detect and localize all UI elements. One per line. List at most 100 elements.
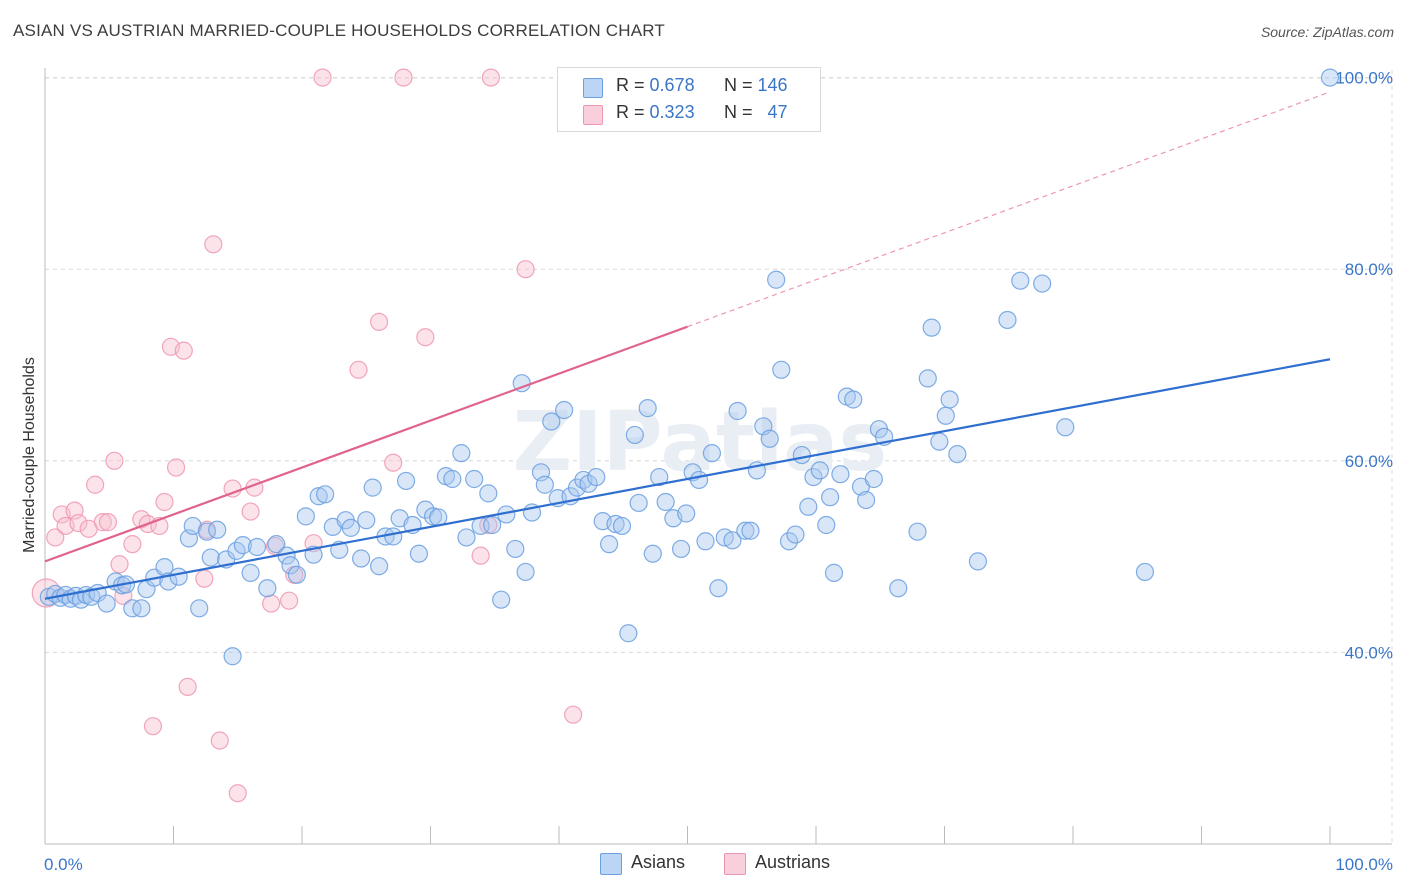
asian-point-111: [772, 360, 791, 379]
asian-point-25: [201, 548, 220, 567]
asian-point-140: [1033, 274, 1052, 293]
asian-point-47: [357, 511, 376, 530]
asian-point-49: [370, 557, 389, 576]
austrian-point-20: [166, 458, 186, 477]
asian-point-96: [677, 504, 696, 523]
asian-point-133: [930, 432, 949, 451]
asian-point-120: [824, 563, 844, 582]
asian-point-37: [287, 565, 306, 584]
asian-point-98: [689, 470, 709, 490]
asian-point-38: [296, 507, 315, 526]
austrians-trend-line: [44, 325, 688, 563]
austrian-point-1: [46, 528, 65, 547]
austrian-point-44: [481, 68, 500, 87]
austrian-point-10: [105, 451, 124, 470]
austrian-point-33: [280, 591, 299, 610]
asians-legend-label: Asians: [631, 852, 686, 872]
y-tick-label-60: 60.0%: [1345, 452, 1393, 471]
austrian-point-26: [210, 731, 229, 750]
chart-title: ASIAN VS AUSTRIAN MARRIED-COUPLE HOUSEHO…: [13, 21, 666, 40]
asian-point-40: [309, 487, 328, 506]
asian-point-89: [629, 493, 648, 513]
asian-point-116: [804, 467, 823, 487]
asian-point-123: [844, 390, 863, 409]
asian-point-69: [506, 539, 525, 559]
asian-point-143: [1320, 68, 1340, 87]
asian-point-32: [247, 537, 267, 557]
asian-point-142: [1135, 562, 1155, 582]
asian-point-71: [516, 562, 535, 582]
asians-trend-line: [44, 358, 1331, 600]
asian-point-85: [606, 514, 625, 534]
legend-austrians-r: R = 0.323: [616, 102, 695, 122]
asian-point-109: [760, 429, 779, 448]
asian-point-91: [643, 544, 662, 563]
legend-asians-n: N = 146: [724, 75, 788, 95]
asian-point-48: [363, 478, 382, 497]
austrian-point-38: [370, 312, 389, 331]
asian-point-46: [352, 549, 371, 568]
austrians-legend-swatch: [724, 853, 746, 875]
asian-point-60: [443, 469, 462, 489]
asian-point-132: [922, 318, 941, 337]
asian-point-81: [579, 474, 598, 493]
asian-point-51: [384, 527, 403, 546]
asian-point-115: [799, 497, 818, 516]
axes-layer: [44, 68, 1392, 845]
austrian-point-30: [241, 502, 260, 521]
asian-point-23: [190, 599, 209, 618]
austrian-point-42: [471, 546, 490, 565]
asian-point-119: [821, 488, 840, 507]
legend-austrians-n: N = 47: [724, 102, 788, 122]
austrians-swatch: [583, 105, 603, 125]
austrian-point-36: [313, 68, 332, 87]
asian-point-84: [600, 535, 619, 554]
asian-point-95: [671, 539, 691, 559]
asian-point-114: [792, 445, 811, 465]
asians-series: [39, 68, 1340, 666]
asian-point-63: [465, 469, 484, 489]
asian-point-55: [409, 544, 429, 563]
asian-point-45: [341, 518, 360, 537]
austrians-trend-extension: [687, 91, 1331, 328]
asian-point-10: [97, 594, 116, 613]
asian-point-74: [535, 475, 554, 494]
austrian-point-18: [155, 492, 174, 512]
y-tick-label-100: 100.0%: [1335, 69, 1393, 88]
asian-point-100: [702, 444, 722, 463]
austrian-point-16: [143, 717, 163, 736]
asian-point-26: [208, 520, 227, 539]
asian-point-67: [492, 590, 511, 609]
asian-point-41: [316, 485, 335, 504]
asian-point-86: [612, 516, 632, 536]
asian-point-33: [258, 579, 277, 598]
austrian-point-5: [69, 513, 88, 533]
asian-point-141: [1056, 418, 1075, 437]
asian-point-137: [968, 552, 988, 571]
asian-point-117: [810, 461, 829, 480]
austrian-point-41: [416, 328, 435, 347]
asian-point-103: [723, 531, 742, 550]
asian-point-138: [998, 310, 1017, 330]
austrian-point-23: [195, 569, 214, 588]
austrian-point-40: [394, 68, 413, 87]
grid-layer: [45, 70, 1393, 844]
asian-point-105: [736, 521, 755, 540]
austrian-point-7: [86, 475, 105, 494]
asian-point-77: [555, 400, 574, 420]
asians-legend-swatch: [600, 853, 622, 875]
asian-point-34: [267, 535, 286, 554]
asian-point-126: [864, 469, 883, 489]
asian-point-131: [918, 369, 937, 388]
asian-point-104: [728, 401, 747, 421]
asian-point-121: [831, 465, 850, 484]
y-tick-label-40: 40.0%: [1345, 643, 1393, 662]
austrian-point-46: [564, 705, 583, 724]
asian-point-15: [132, 599, 151, 618]
asian-point-88: [625, 425, 644, 445]
asian-point-66: [483, 515, 502, 535]
austrians-legend-label: Austrians: [755, 852, 831, 872]
asian-point-57: [423, 507, 443, 526]
asian-point-112: [779, 532, 799, 551]
